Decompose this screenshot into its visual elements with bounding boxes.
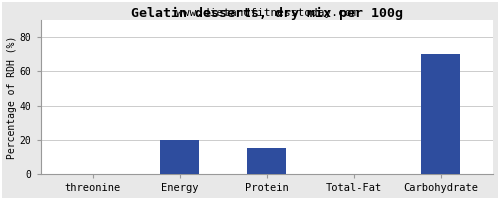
Text: www.dietandfitnesstoday.com: www.dietandfitnesstoday.com — [176, 8, 358, 18]
Title: Gelatin desserts, dry mix per 100g: Gelatin desserts, dry mix per 100g — [131, 7, 403, 20]
Bar — [247, 148, 286, 174]
Bar — [160, 140, 200, 174]
Y-axis label: Percentage of RDH (%): Percentage of RDH (%) — [7, 35, 17, 159]
Bar — [422, 54, 461, 174]
